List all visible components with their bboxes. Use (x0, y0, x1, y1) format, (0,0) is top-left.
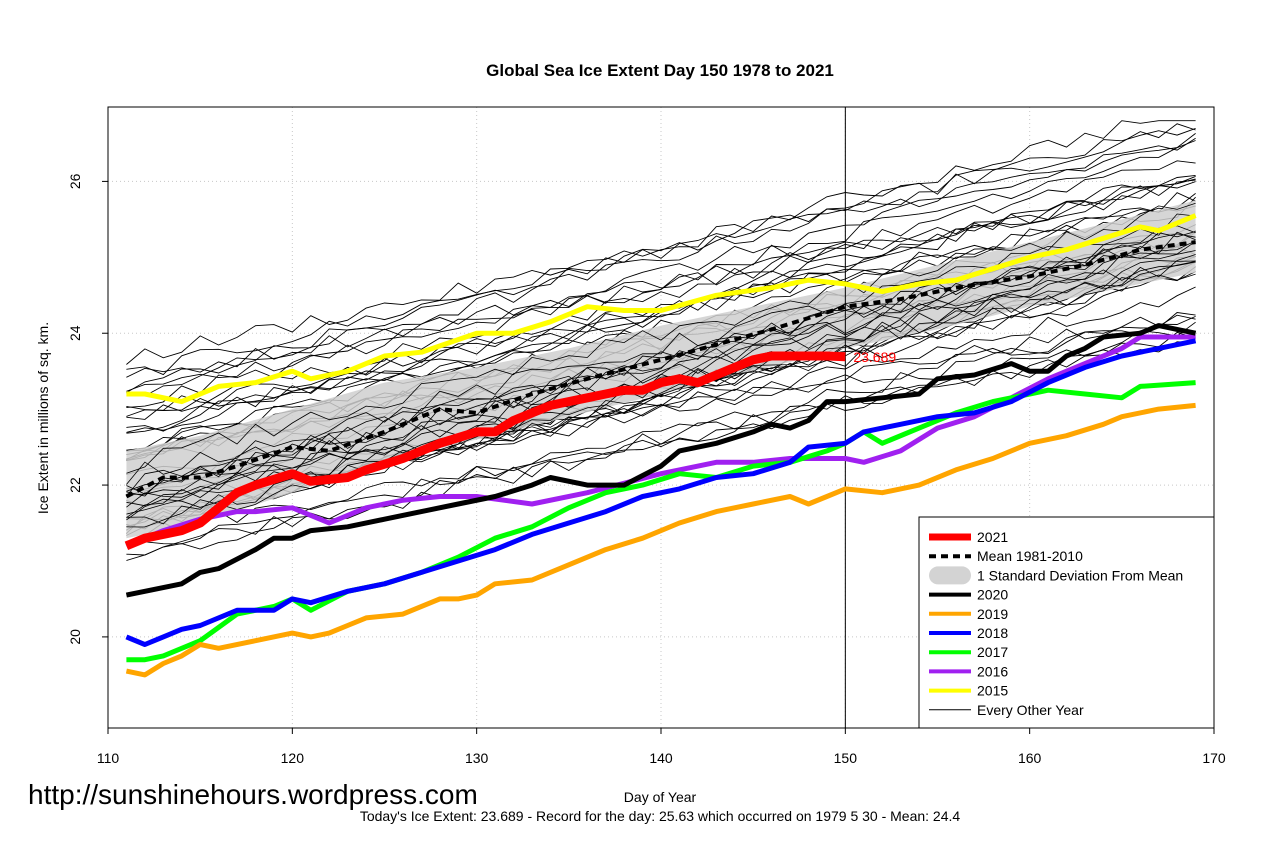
every-other-year-line (126, 160, 1196, 432)
x-tick-label: 110 (97, 750, 120, 766)
every-other-year-line (126, 120, 1196, 393)
y-tick-label: 26 (67, 173, 83, 189)
every-other-year-line (126, 123, 1196, 397)
series-line-2020 (125, 323, 1197, 598)
legend: 2021 Mean 1981-2010 1 Standard Deviation F… (918, 516, 1215, 729)
every-other-year-line (126, 181, 1196, 378)
every-other-year-line (126, 231, 1196, 497)
series-line-2015 (126, 213, 1197, 405)
y-tick-label: 22 (67, 477, 83, 493)
legend-label: Mean 1981-2010 (977, 548, 1083, 564)
every-other-year-line (126, 225, 1196, 492)
legend-label: 2018 (977, 625, 1008, 641)
every-other-year-line (126, 231, 1196, 495)
legend-label: 2020 (977, 587, 1008, 603)
series-line-2016 (125, 334, 1196, 549)
every-other-year-line (126, 331, 1196, 556)
y-tick-label: 20 (67, 629, 83, 645)
plot-area: 23.689 (124, 107, 1197, 728)
legend-label: 2015 (977, 683, 1008, 699)
every-other-year-line (126, 137, 1196, 365)
series-line-2019 (125, 402, 1196, 678)
series-line-2021 (124, 351, 846, 550)
every-other-year-line (126, 133, 1196, 408)
legend-label: 1 Standard Deviation From Mean (977, 567, 1183, 583)
footnote: Today's Ice Extent: 23.689 - Record for … (360, 808, 961, 824)
y-tick-label: 24 (67, 325, 83, 341)
every-other-year-line (126, 273, 1196, 528)
legend-label: 2016 (977, 663, 1008, 679)
series-line-mean-1981-2010 (125, 240, 1196, 499)
series-line-2018 (125, 338, 1197, 647)
axes: 110 120 130 140 150 160 170 20 22 24 26 (67, 173, 1226, 766)
every-other-year-line (126, 321, 1196, 561)
legend-box (918, 516, 1215, 729)
legend-label: 2021 (977, 529, 1008, 545)
x-axis-label: Day of Year (624, 789, 697, 805)
watermark-url: http://sunshinehours.wordpress.com (28, 779, 478, 810)
legend-label: 2019 (977, 606, 1008, 622)
x-tick-label: 140 (649, 750, 673, 766)
every-other-year-line (126, 127, 1196, 376)
every-other-year-line (126, 240, 1196, 507)
legend-label: Every Other Year (977, 702, 1084, 718)
every-other-year-line (126, 213, 1196, 485)
x-tick-label: 150 (834, 750, 858, 766)
x-tick-label: 130 (465, 750, 489, 766)
every-other-year-line (126, 250, 1196, 508)
x-tick-label: 160 (1018, 750, 1042, 766)
every-other-year-line (126, 179, 1196, 434)
x-tick-label: 170 (1202, 750, 1226, 766)
current-value-label: 23.689 (853, 349, 896, 365)
every-other-year-line (126, 202, 1196, 474)
chart-title: Global Sea Ice Extent Day 150 1978 to 20… (486, 61, 834, 80)
legend-swatch-band (929, 566, 971, 585)
y-axis-label: Ice Extent in millions of sq. km. (35, 322, 51, 514)
legend-label: 2017 (977, 644, 1008, 660)
x-tick-label: 120 (281, 750, 305, 766)
every-other-year-line (126, 193, 1196, 433)
every-other-year-line (126, 140, 1196, 420)
